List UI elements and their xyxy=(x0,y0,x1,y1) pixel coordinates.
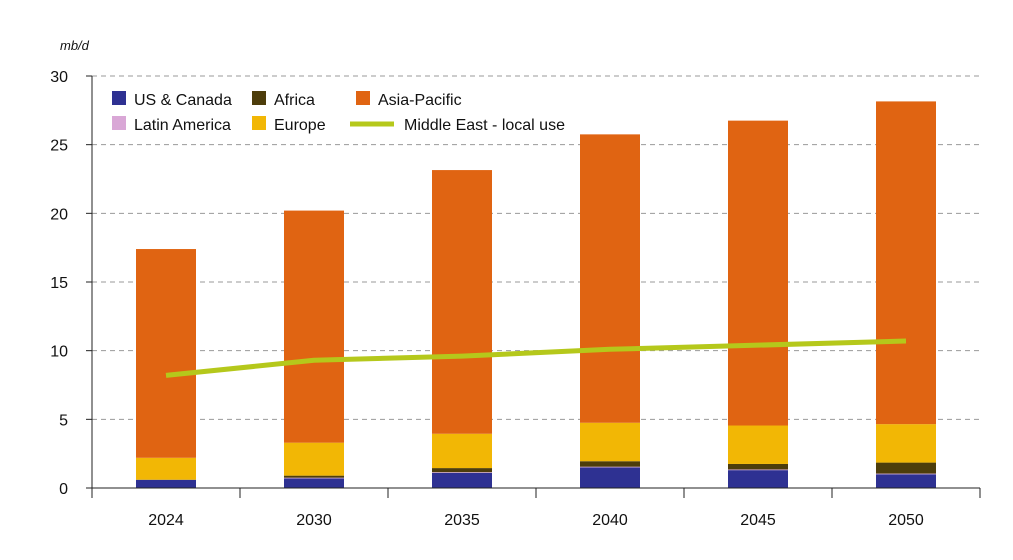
bar-segment xyxy=(876,424,936,463)
bar-segment xyxy=(136,457,196,480)
legend-label: Middle East - local use xyxy=(404,117,565,134)
bar-segment xyxy=(876,474,936,488)
y-tick-label: 10 xyxy=(50,344,68,361)
bar-segment xyxy=(136,249,196,458)
x-tick-label: 2030 xyxy=(296,512,332,529)
bar-segment xyxy=(876,101,936,425)
series-line xyxy=(165,338,907,378)
bar-segment xyxy=(580,422,640,462)
legend-label: Europe xyxy=(274,117,326,134)
bar-segment xyxy=(580,466,640,468)
x-tick-label: 2050 xyxy=(888,512,924,529)
bar-segment xyxy=(876,462,936,474)
bar-segment xyxy=(728,469,788,471)
x-tick-label: 2035 xyxy=(444,512,480,529)
legend-label: Africa xyxy=(274,92,315,109)
bar-segment xyxy=(432,468,492,473)
bar-segment xyxy=(284,210,344,443)
legend-swatch xyxy=(112,91,126,105)
bar-segment xyxy=(432,170,492,434)
y-tick-label: 15 xyxy=(50,275,68,292)
y-tick-label: 30 xyxy=(50,69,68,86)
bar-segment xyxy=(432,433,492,469)
bar-segment xyxy=(284,478,344,488)
bars xyxy=(136,101,936,488)
y-tick-label: 5 xyxy=(59,412,68,429)
legend-swatch xyxy=(356,91,370,105)
x-tick-label: 2045 xyxy=(740,512,776,529)
bar-segment xyxy=(284,475,344,478)
legend-label: Asia-Pacific xyxy=(378,92,462,109)
x-tick-label: 2024 xyxy=(148,512,184,529)
bar-segment xyxy=(284,442,344,476)
bar-segment xyxy=(580,467,640,488)
axes: 0 5 10 15 20 25 30 2024 2030 2035 2040 2045 2050 xyxy=(50,69,981,529)
legend-swatch xyxy=(252,116,266,130)
bar-segment xyxy=(728,463,788,470)
legend: US & Canada Africa Asia-Pacific Latin Ameri… xyxy=(112,91,565,134)
line-series xyxy=(165,338,907,378)
bar-segment xyxy=(580,461,640,467)
bar-segment xyxy=(284,477,344,479)
bar-segment xyxy=(728,425,788,464)
bar-segment xyxy=(876,473,936,475)
bar-segment xyxy=(580,134,640,423)
gridlines xyxy=(92,75,980,420)
bar-segment xyxy=(432,472,492,488)
bar-segment xyxy=(136,479,196,488)
y-axis-unit-label: mb/d xyxy=(60,38,90,53)
bar-segment xyxy=(432,472,492,473)
legend-label: Latin America xyxy=(134,117,231,134)
legend-swatch xyxy=(112,116,126,130)
legend-label: US & Canada xyxy=(134,92,232,109)
bar-segment xyxy=(728,470,788,488)
legend-swatch xyxy=(252,91,266,105)
x-tick-label: 2040 xyxy=(592,512,628,529)
y-tick-label: 0 xyxy=(59,481,68,498)
y-tick-label: 20 xyxy=(50,206,68,223)
bar-segment xyxy=(728,120,788,426)
y-tick-label: 25 xyxy=(50,138,68,155)
